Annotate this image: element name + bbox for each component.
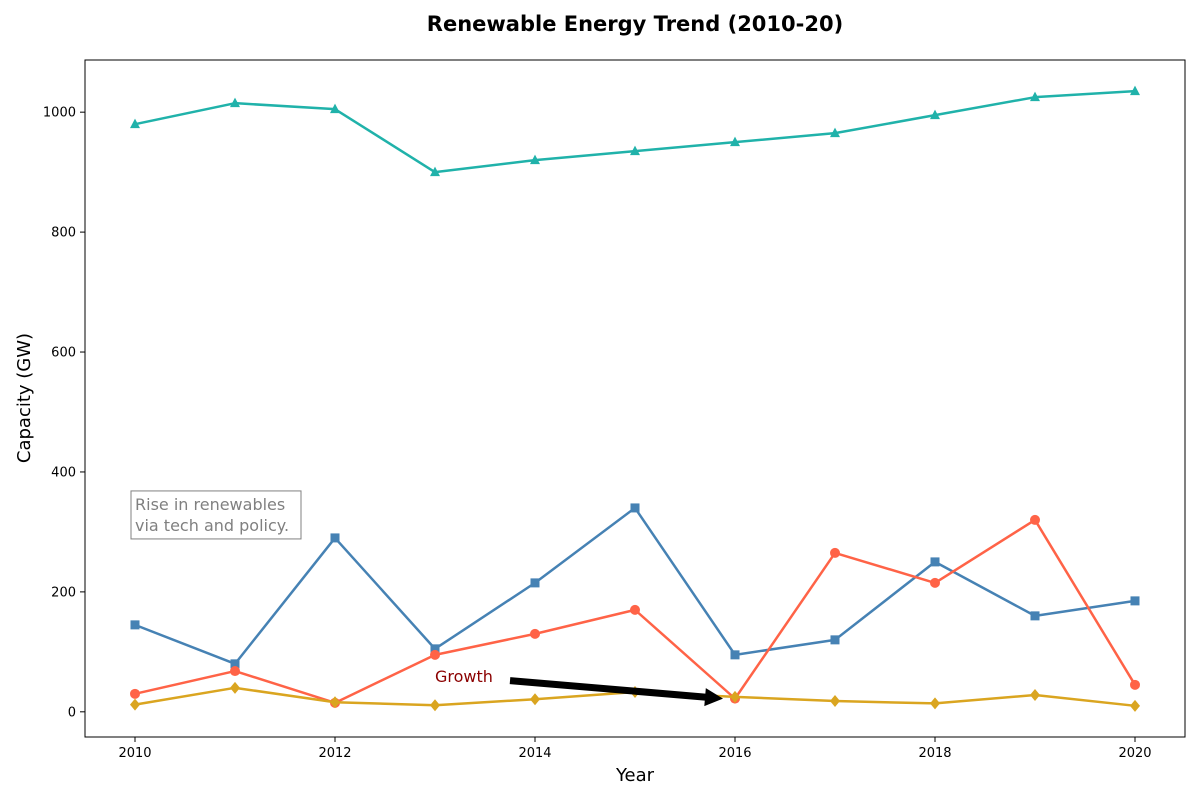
data-point bbox=[130, 698, 140, 711]
data-point bbox=[1130, 85, 1140, 96]
data-point bbox=[430, 649, 440, 660]
data-point bbox=[430, 644, 440, 654]
x-axis-label: Year bbox=[615, 765, 655, 786]
data-point bbox=[730, 650, 740, 660]
growth-label: Growth bbox=[435, 667, 493, 686]
annotation-box bbox=[130, 490, 302, 540]
data-point bbox=[330, 533, 340, 543]
data-point bbox=[1130, 679, 1140, 690]
annotation-text: via tech and policy. bbox=[135, 516, 289, 535]
data-point bbox=[830, 127, 840, 138]
y-axis-label: Capacity (GW) bbox=[14, 333, 35, 463]
series-1 bbox=[130, 503, 1140, 669]
chart-title: Renewable Energy Trend (2010-20) bbox=[427, 12, 843, 36]
series-layer bbox=[130, 85, 1140, 712]
data-point bbox=[830, 547, 840, 558]
data-point bbox=[1130, 596, 1140, 606]
y-tick-label: 600 bbox=[51, 346, 76, 361]
data-point bbox=[630, 604, 640, 615]
data-point bbox=[930, 577, 940, 588]
x-tick-label: 2018 bbox=[918, 746, 951, 761]
data-point bbox=[1130, 699, 1140, 712]
data-point bbox=[1030, 689, 1040, 702]
data-point bbox=[530, 154, 540, 165]
data-point bbox=[130, 688, 140, 699]
tick-layer: 2010 2012 2014 2016 2018 2020 0 200 400 600 800 100… bbox=[43, 106, 1152, 761]
data-point bbox=[230, 681, 240, 694]
x-tick-label: 2012 bbox=[318, 746, 351, 761]
data-point bbox=[230, 659, 240, 669]
data-point bbox=[130, 620, 140, 630]
data-point bbox=[430, 699, 440, 712]
y-tick-label: 800 bbox=[51, 226, 76, 241]
data-point bbox=[530, 628, 540, 639]
data-point bbox=[630, 145, 640, 156]
x-tick-label: 2010 bbox=[118, 746, 151, 761]
data-point bbox=[330, 103, 340, 114]
data-point bbox=[930, 557, 940, 567]
data-point bbox=[230, 666, 240, 677]
y-tick-label: 200 bbox=[51, 585, 76, 600]
data-point bbox=[630, 503, 640, 513]
data-point bbox=[730, 136, 740, 147]
x-tick-label: 2016 bbox=[718, 746, 751, 761]
data-point bbox=[830, 695, 840, 708]
data-point bbox=[130, 118, 140, 129]
annotation-text: Rise in renewables bbox=[135, 495, 285, 514]
data-point bbox=[430, 166, 440, 177]
data-point bbox=[830, 635, 840, 645]
growth-arrow bbox=[509, 677, 723, 707]
data-point bbox=[530, 578, 540, 588]
y-tick-label: 0 bbox=[68, 705, 76, 720]
data-point bbox=[1030, 514, 1040, 525]
plot-frame bbox=[84, 59, 1186, 738]
y-tick-label: 1000 bbox=[43, 106, 76, 121]
data-point bbox=[330, 696, 340, 709]
x-tick-label: 2020 bbox=[1118, 746, 1151, 761]
data-point bbox=[930, 697, 940, 710]
series-2 bbox=[130, 514, 1140, 708]
series-0 bbox=[130, 85, 1140, 177]
series-line bbox=[134, 89, 1136, 174]
x-tick-label: 2014 bbox=[518, 746, 551, 761]
y-tick-label: 400 bbox=[51, 465, 76, 480]
data-point bbox=[530, 693, 540, 706]
data-point bbox=[1030, 611, 1040, 621]
data-point bbox=[230, 97, 240, 108]
data-point bbox=[1030, 91, 1040, 102]
data-point bbox=[730, 690, 740, 703]
data-point bbox=[930, 109, 940, 120]
annotation-layer: Rise in renewables via tech and policy. Gr… bbox=[130, 490, 723, 707]
